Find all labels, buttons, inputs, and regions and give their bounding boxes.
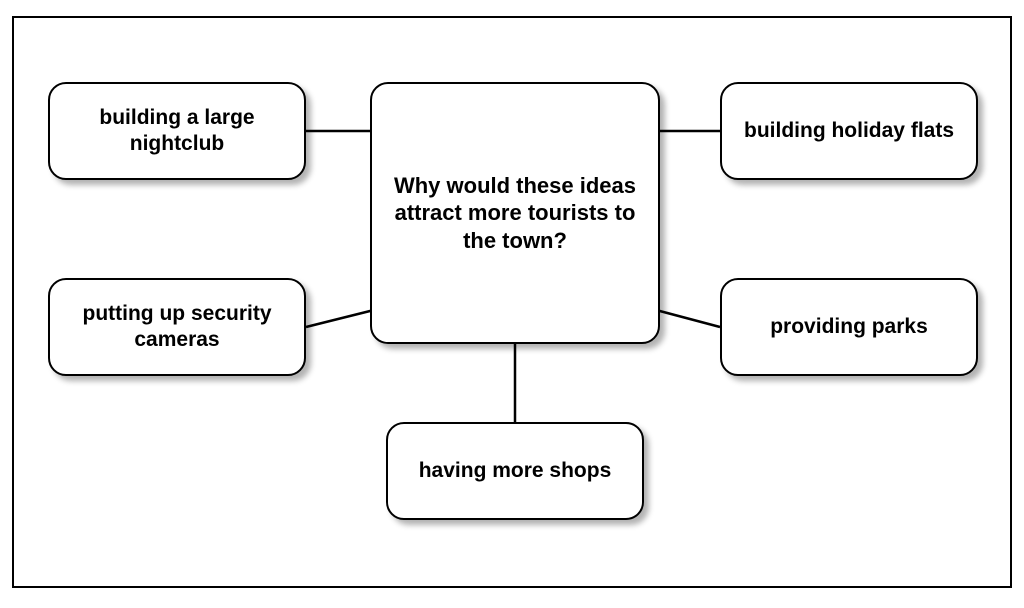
edge-center-parks	[656, 310, 720, 327]
leaf-node-label: providing parks	[770, 314, 928, 340]
edge-center-cameras	[306, 310, 374, 327]
leaf-node-label: building a large nightclub	[64, 105, 290, 158]
leaf-node-label: building holiday flats	[744, 118, 954, 144]
center-node-label: Why would these ideas attract more touri…	[386, 172, 644, 255]
leaf-node-nightclub: building a large nightclub	[48, 82, 306, 180]
leaf-node-shops: having more shops	[386, 422, 644, 520]
diagram-canvas: Why would these ideas attract more touri…	[0, 0, 1024, 608]
center-node: Why would these ideas attract more touri…	[370, 82, 660, 344]
leaf-node-parks: providing parks	[720, 278, 978, 376]
leaf-node-cameras: putting up security cameras	[48, 278, 306, 376]
leaf-node-label: putting up security cameras	[64, 301, 290, 354]
leaf-node-label: having more shops	[419, 458, 612, 484]
leaf-node-flats: building holiday flats	[720, 82, 978, 180]
